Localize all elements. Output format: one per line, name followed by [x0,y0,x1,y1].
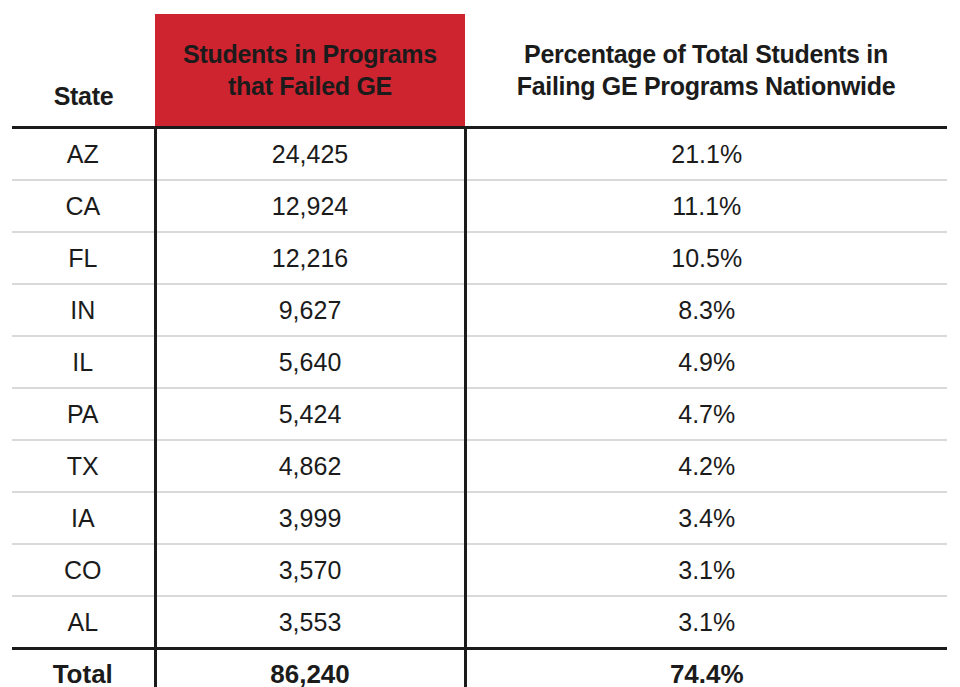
header-row: State Students in Programs that Failed G… [12,14,947,128]
percentage-cell: 4.9% [465,336,947,388]
percentage-cell: 4.7% [465,388,947,440]
percentage-cell: 3.1% [465,544,947,596]
state-cell: IN [12,284,155,336]
state-cell: AZ [12,128,155,181]
state-cell: AL [12,596,155,649]
header-state-label: State [12,80,155,112]
header-pct-line1: Percentage of Total Students in [465,38,947,70]
state-cell: TX [12,440,155,492]
table-row: IA 3,999 3.4% [12,492,947,544]
total-label-cell: Total [12,649,155,687]
header-students-line1: Students in Programs [155,38,465,70]
state-cell: CA [12,180,155,232]
students-cell: 3,999 [155,492,465,544]
students-cell: 24,425 [155,128,465,181]
students-cell: 9,627 [155,284,465,336]
column-header-students-failed-ge: Students in Programs that Failed GE [155,14,465,128]
percentage-cell: 4.2% [465,440,947,492]
total-percentage-cell: 74.4% [465,649,947,687]
students-cell: 5,424 [155,388,465,440]
percentage-cell: 3.4% [465,492,947,544]
header-students-line2: that Failed GE [155,70,465,102]
table-row: PA 5,424 4.7% [12,388,947,440]
table-row: CA 12,924 11.1% [12,180,947,232]
table-row: AZ 24,425 21.1% [12,128,947,181]
percentage-cell: 11.1% [465,180,947,232]
state-cell: IA [12,492,155,544]
ge-table: State Students in Programs that Failed G… [12,14,947,687]
percentage-cell: 3.1% [465,596,947,649]
percentage-cell: 8.3% [465,284,947,336]
table-row: IL 5,640 4.9% [12,336,947,388]
students-cell: 12,924 [155,180,465,232]
header-pct-line2: Failing GE Programs Nationwide [465,70,947,102]
percentage-cell: 10.5% [465,232,947,284]
table-row: FL 12,216 10.5% [12,232,947,284]
state-cell: FL [12,232,155,284]
table-row: IN 9,627 8.3% [12,284,947,336]
state-cell: PA [12,388,155,440]
students-cell: 5,640 [155,336,465,388]
percentage-cell: 21.1% [465,128,947,181]
state-cell: CO [12,544,155,596]
students-cell: 3,553 [155,596,465,649]
state-cell: IL [12,336,155,388]
total-students-cell: 86,240 [155,649,465,687]
total-row: Total 86,240 74.4% [12,649,947,687]
table-row: CO 3,570 3.1% [12,544,947,596]
students-cell: 4,862 [155,440,465,492]
students-cell: 12,216 [155,232,465,284]
column-header-state: State [12,14,155,128]
ge-failed-programs-table-figure: State Students in Programs that Failed G… [0,0,960,687]
table-row: TX 4,862 4.2% [12,440,947,492]
students-cell: 3,570 [155,544,465,596]
table-row: AL 3,553 3.1% [12,596,947,649]
column-header-percentage-nationwide: Percentage of Total Students in Failing … [465,14,947,128]
